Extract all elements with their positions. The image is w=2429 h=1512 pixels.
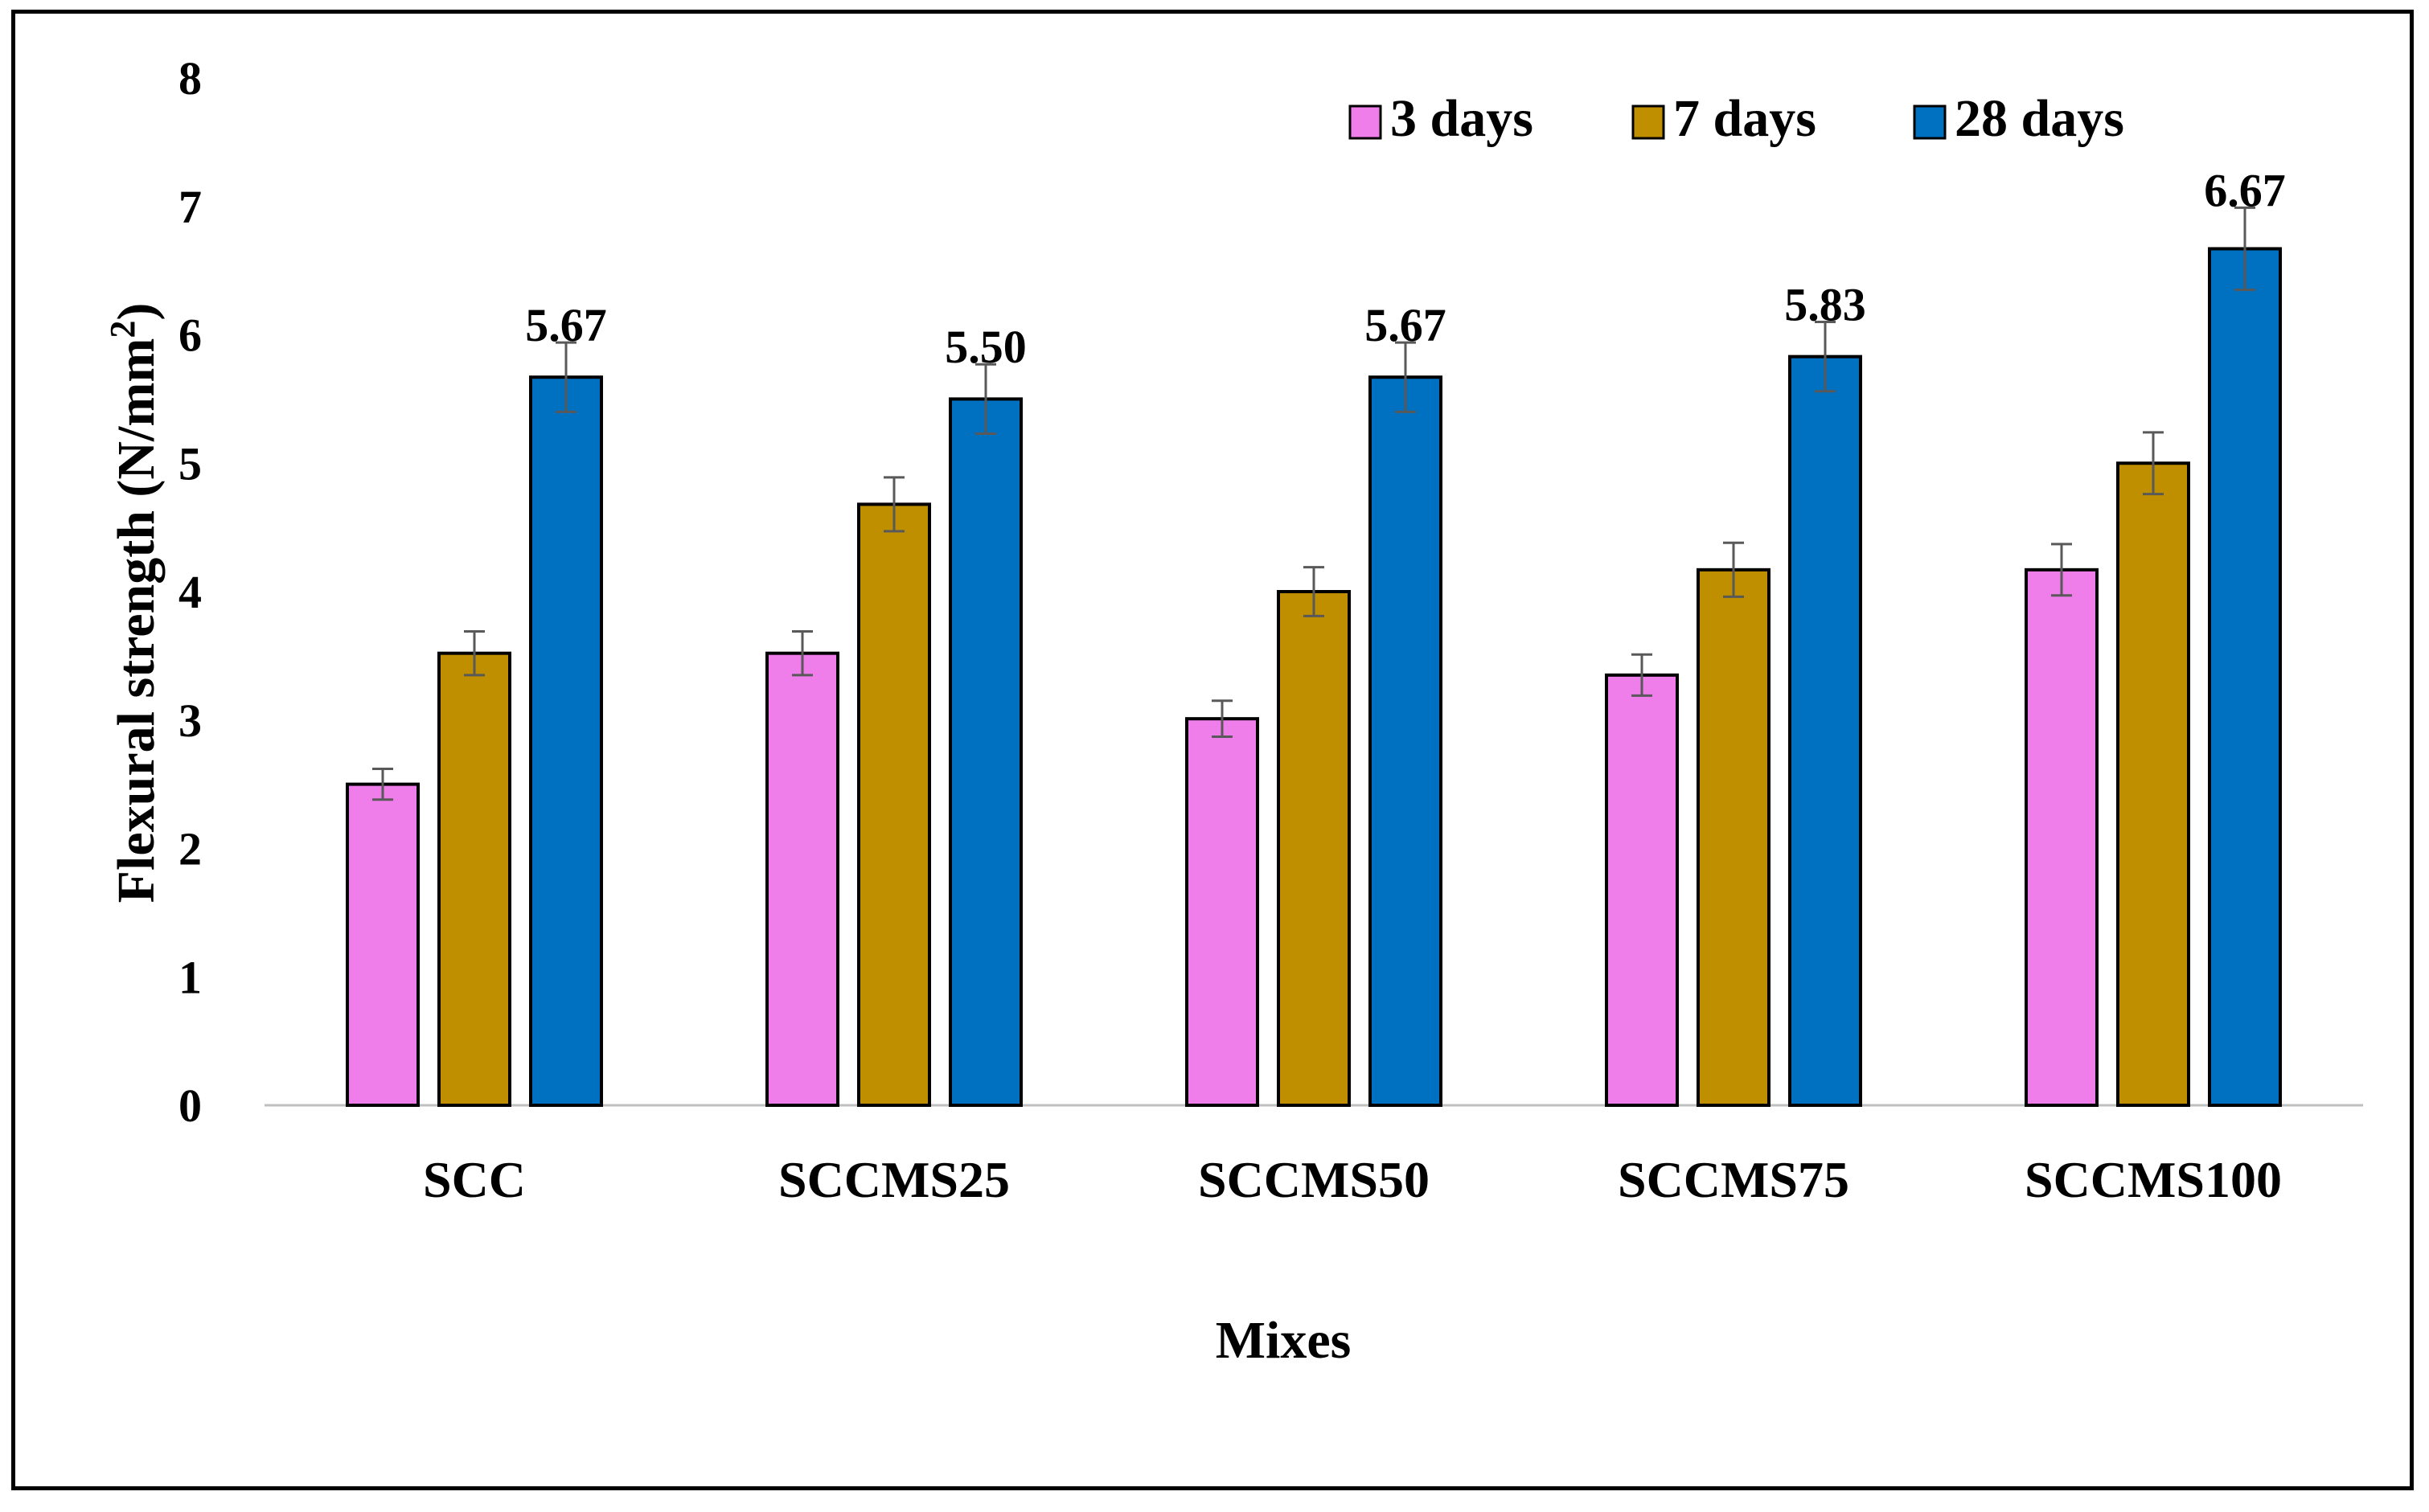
data-label: 5.50 — [945, 321, 1027, 373]
legend-swatch — [1348, 104, 1382, 140]
bar — [1788, 354, 1862, 1108]
bar — [1605, 673, 1679, 1107]
y-tick-label: 3 — [178, 695, 202, 747]
y-tick-label: 8 — [178, 52, 202, 104]
bar — [529, 375, 603, 1107]
bar — [949, 397, 1023, 1107]
bar — [1697, 568, 1770, 1107]
bar — [1277, 590, 1351, 1107]
bar — [1185, 717, 1259, 1108]
y-tick-label: 1 — [178, 951, 202, 1003]
legend-swatch — [1631, 104, 1665, 140]
data-label: 5.83 — [1784, 279, 1866, 331]
flexural-strength-chart: 0 1 2 3 4 5 6 7 8 5.67 SCC 5.50 SCCMS25 5.67 SCCMS50 5.… — [103, 52, 2363, 1370]
y-tick-label: 7 — [178, 181, 202, 233]
x-axis-title: Mixes — [1216, 1311, 1352, 1370]
legend-label: 3 days — [1390, 89, 1533, 148]
legend-swatch — [1913, 104, 1947, 140]
bar — [2116, 461, 2190, 1107]
y-tick-label: 5 — [178, 437, 202, 490]
y-tick-label: 0 — [178, 1080, 202, 1132]
x-tick-label: SCCMS50 — [1198, 1151, 1430, 1208]
x-tick-label: SCC — [423, 1151, 526, 1208]
legend-label: 28 days — [1955, 89, 2124, 148]
x-tick-label: SCCMS25 — [778, 1151, 1010, 1208]
chart-frame: 0 1 2 3 4 5 6 7 8 5.67 SCC 5.50 SCCMS25 5.67 SCCMS50 5.… — [11, 10, 2414, 1490]
data-label: 6.67 — [2204, 164, 2286, 216]
bar — [2025, 568, 2099, 1107]
data-label: 5.67 — [1364, 299, 1446, 351]
y-tick-label: 6 — [178, 309, 202, 362]
y-axis-title: Flexural strength (N/mm2) — [103, 303, 166, 904]
bar — [437, 651, 511, 1107]
bar — [1368, 375, 1442, 1107]
x-tick-label: SCCMS100 — [2025, 1151, 2282, 1208]
bar — [2208, 247, 2282, 1107]
bar — [857, 502, 931, 1107]
legend-label: 7 days — [1673, 89, 1816, 148]
y-tick-label: 4 — [178, 566, 202, 618]
bar — [765, 651, 839, 1107]
y-tick-label: 2 — [178, 823, 202, 875]
data-label: 5.67 — [525, 299, 607, 351]
x-tick-label: SCCMS75 — [1618, 1151, 1849, 1208]
bar — [346, 782, 420, 1107]
